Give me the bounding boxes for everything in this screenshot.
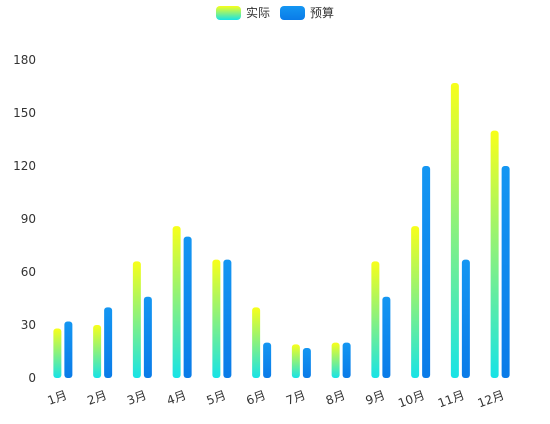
bar-actual[interactable] — [450, 82, 459, 378]
bar-budget[interactable] — [461, 259, 470, 378]
legend-label-budget: 预算 — [310, 6, 335, 20]
y-tick-label: 180 — [13, 53, 36, 67]
x-tick-label: 6月 — [244, 388, 267, 408]
bar-budget[interactable] — [342, 342, 351, 378]
bar-actual[interactable] — [93, 325, 102, 378]
bar-actual[interactable] — [411, 226, 420, 378]
x-tick-label: 10月 — [396, 388, 426, 410]
bar-actual[interactable] — [252, 307, 261, 378]
y-tick-label: 90 — [21, 212, 36, 226]
x-tick-label: 5月 — [205, 388, 228, 408]
bar-actual[interactable] — [212, 259, 221, 378]
x-tick-label: 2月 — [85, 388, 108, 408]
y-tick-label: 60 — [21, 265, 36, 279]
legend-item-actual[interactable]: 实际 — [215, 4, 270, 21]
bar-budget[interactable] — [382, 296, 391, 378]
bar-actual[interactable] — [490, 130, 499, 378]
bar-budget[interactable] — [64, 321, 73, 378]
x-tick-label: 12月 — [476, 388, 506, 410]
bar-budget[interactable] — [302, 347, 311, 378]
legend-item-budget[interactable]: 预算 — [280, 4, 334, 21]
y-tick-label: 120 — [13, 159, 36, 173]
x-tick-label: 3月 — [125, 388, 148, 408]
x-tick-label: 11月 — [436, 388, 466, 410]
y-tick-label: 30 — [21, 318, 36, 332]
x-tick-label: 7月 — [284, 388, 307, 408]
chart-legend: 实际 预算 — [0, 4, 550, 21]
bar-budget[interactable] — [422, 166, 431, 378]
bar-budget[interactable] — [104, 307, 113, 378]
x-tick-label: 9月 — [364, 388, 387, 408]
bar-actual[interactable] — [291, 344, 300, 378]
x-tick-label: 4月 — [165, 388, 188, 408]
x-tick-label: 8月 — [324, 388, 347, 408]
y-tick-label: 0 — [28, 371, 36, 385]
bar-actual[interactable] — [371, 261, 380, 378]
bar-budget[interactable] — [143, 296, 152, 378]
bar-actual[interactable] — [132, 261, 141, 378]
bar-actual[interactable] — [331, 342, 340, 378]
bar-actual[interactable] — [172, 226, 181, 378]
bar-actual[interactable] — [53, 328, 62, 378]
y-tick-label: 150 — [13, 106, 36, 120]
bar-budget[interactable] — [501, 166, 510, 378]
bar-budget[interactable] — [223, 259, 232, 378]
x-tick-label: 1月 — [46, 388, 69, 408]
bar-budget[interactable] — [183, 236, 192, 378]
bars-group — [53, 82, 510, 378]
x-axis: 1月 2月 3月 4月 5月 6月 7月 8月 9月 10月 11月 12月 — [46, 388, 506, 410]
bar-budget[interactable] — [263, 342, 272, 378]
legend-swatch-actual — [215, 5, 241, 20]
legend-label-actual: 实际 — [245, 6, 270, 20]
legend-swatch-budget — [280, 5, 305, 20]
y-axis: 0 30 60 90 120 150 180 — [13, 53, 36, 385]
